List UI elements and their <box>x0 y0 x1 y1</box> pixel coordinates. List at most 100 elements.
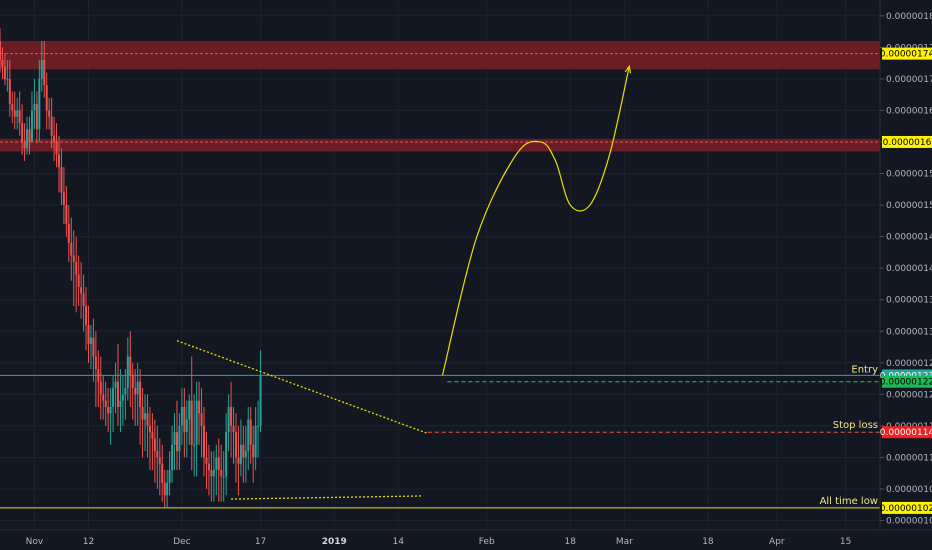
badge-stop-loss: 0.00000114 <box>880 426 932 439</box>
all-time-low-label: All time low <box>820 496 878 507</box>
annotations: Entry Stop loss All time low <box>820 364 879 507</box>
x-tick-label: Nov <box>26 537 44 547</box>
candle-body <box>239 444 242 464</box>
candle-body <box>131 375 134 389</box>
candle-body <box>89 337 92 344</box>
candle-body <box>198 400 201 414</box>
candle-body <box>158 457 161 464</box>
y-tick-label: 0.00000155 <box>886 170 932 180</box>
candle-body <box>173 432 176 445</box>
candle-body <box>151 432 154 439</box>
candle-body <box>23 141 26 149</box>
candle-body <box>220 470 223 477</box>
projection-arrowhead <box>624 64 632 74</box>
y-tick-label: 0.00000165 <box>886 106 932 116</box>
candle-body <box>124 388 127 395</box>
candle-body <box>126 356 129 389</box>
candle-body <box>35 104 38 130</box>
candle-body <box>6 78 9 80</box>
candle-body <box>244 451 247 458</box>
candle-body <box>16 110 19 117</box>
candle-body <box>94 356 97 370</box>
candle-body <box>30 110 33 142</box>
candle-body <box>168 470 171 483</box>
candle-body <box>112 388 115 407</box>
candle-body <box>185 419 188 433</box>
candle-body <box>257 425 260 427</box>
candle-body <box>200 413 203 426</box>
candle-body <box>166 482 169 496</box>
candle-body <box>225 432 228 477</box>
candle-body <box>230 406 233 426</box>
candle-body <box>129 356 132 376</box>
y-tick-label: 0.00000125 <box>886 359 932 369</box>
candle-body <box>104 400 107 407</box>
candle-body <box>259 375 262 426</box>
candle-body <box>77 274 80 288</box>
candle-body <box>163 482 166 496</box>
candle-body <box>82 293 85 307</box>
x-tick-label: Apr <box>769 537 785 547</box>
candle-body <box>72 255 75 262</box>
candle-body <box>212 470 215 477</box>
candle-body <box>215 457 218 471</box>
candle-body <box>114 381 117 389</box>
candle-body <box>53 135 56 142</box>
upper-trendline <box>176 340 428 435</box>
badge-resistance-lower-bg <box>882 135 932 148</box>
candle-body <box>195 400 198 445</box>
resistance-zone <box>0 138 880 152</box>
candle-body <box>67 223 70 243</box>
candle-body <box>178 425 181 452</box>
badge-all-time-low-text: 0.00000102 <box>880 504 932 514</box>
candle-body <box>99 381 102 395</box>
candle-body <box>48 110 51 117</box>
y-tick-label: 0.00000145 <box>886 233 932 243</box>
candle-body <box>116 381 119 407</box>
candle-body <box>11 104 14 111</box>
candle-body <box>13 110 16 117</box>
candle-body <box>92 337 95 357</box>
candle-body <box>217 457 220 471</box>
x-tick-label: 17 <box>255 537 266 547</box>
candle-body <box>146 413 149 426</box>
candle-body <box>38 78 41 130</box>
candle-body <box>55 141 58 155</box>
candle-body <box>87 324 90 344</box>
candle-body <box>193 444 196 446</box>
candle-body <box>232 425 235 433</box>
badge-resistance-upper: 0.00000174 <box>880 47 932 60</box>
candle-body <box>227 406 230 433</box>
candle-body <box>85 306 88 325</box>
stop-loss-label: Stop loss <box>833 420 878 431</box>
candle-body <box>136 381 139 395</box>
candle-body <box>33 104 36 111</box>
projection-curve <box>441 66 630 376</box>
candles <box>0 28 262 508</box>
candle-body <box>28 129 31 142</box>
candle-body <box>153 438 156 452</box>
candle-body <box>188 400 191 420</box>
y-tick-label: 0.00000135 <box>886 296 932 306</box>
candle-body <box>8 78 11 105</box>
candle-body <box>222 476 225 478</box>
candle-body <box>242 444 245 458</box>
candle-body <box>190 400 193 445</box>
candle-body <box>109 406 112 414</box>
x-tick-label: 12 <box>83 537 94 547</box>
candle-body <box>121 394 124 401</box>
candle-body <box>161 463 164 483</box>
badge-resistance-upper-text: 0.00000174 <box>880 50 932 60</box>
candle-body <box>45 85 48 111</box>
x-tick-label: 2019 <box>322 537 347 547</box>
candle-body <box>80 287 83 294</box>
candle-body <box>171 444 174 471</box>
x-tick-label: Mar <box>616 537 633 547</box>
